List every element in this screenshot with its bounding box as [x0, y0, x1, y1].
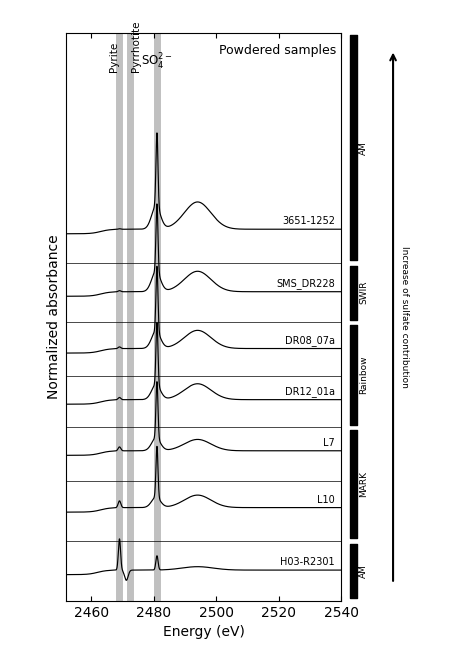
- Text: DR12_01a: DR12_01a: [285, 386, 335, 397]
- Text: AM: AM: [359, 564, 368, 578]
- Text: L10: L10: [317, 495, 335, 505]
- Text: 3651-1252: 3651-1252: [282, 216, 335, 227]
- Text: Pyrite: Pyrite: [109, 42, 118, 72]
- Y-axis label: Normalized absorbance: Normalized absorbance: [47, 234, 61, 399]
- Text: H03-R2301: H03-R2301: [281, 557, 335, 567]
- Text: Increase of sulfate contribution: Increase of sulfate contribution: [401, 246, 409, 388]
- Text: SO$_4^{2-}$: SO$_4^{2-}$: [141, 52, 173, 72]
- Text: L7: L7: [323, 438, 335, 448]
- Text: Pyrrhotite: Pyrrhotite: [131, 21, 141, 72]
- Text: MARK: MARK: [359, 471, 368, 498]
- Text: DR08_07a: DR08_07a: [285, 335, 335, 345]
- Text: AM: AM: [359, 141, 368, 155]
- Text: Powdered samples: Powdered samples: [219, 44, 336, 57]
- X-axis label: Energy (eV): Energy (eV): [163, 625, 245, 639]
- Text: Rainbow: Rainbow: [359, 356, 368, 394]
- Text: SMS_DR228: SMS_DR228: [276, 278, 335, 289]
- Text: SWIR: SWIR: [359, 281, 368, 304]
